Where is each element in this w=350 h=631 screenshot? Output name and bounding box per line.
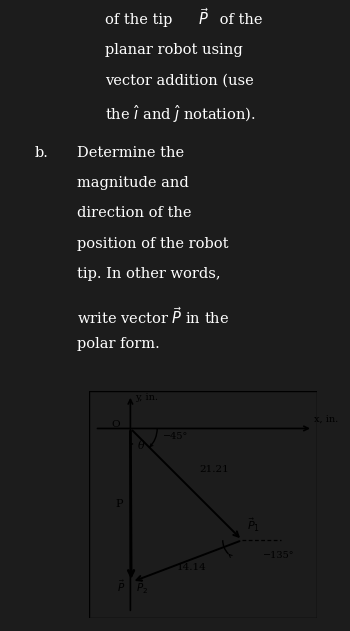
Text: $\vec{P}$: $\vec{P}$ (117, 579, 125, 594)
Text: $\vec{P}_2$: $\vec{P}_2$ (136, 579, 148, 596)
Text: magnitude and: magnitude and (77, 176, 189, 190)
Text: tip. In other words,: tip. In other words, (77, 267, 220, 281)
Text: vector addition (use: vector addition (use (105, 73, 254, 87)
Text: 21.21: 21.21 (199, 464, 229, 474)
Text: the $\hat{\imath}$ and $\hat{\jmath}$ notation).: the $\hat{\imath}$ and $\hat{\jmath}$ no… (105, 103, 256, 126)
Text: of the tip: of the tip (105, 13, 177, 27)
Text: $\vec{P}_1$: $\vec{P}_1$ (246, 517, 260, 534)
Text: planar robot using: planar robot using (105, 43, 243, 57)
Text: −45°: −45° (163, 432, 188, 441)
Text: P: P (116, 498, 123, 509)
Text: polar form.: polar form. (77, 337, 160, 351)
Text: $\vec{P}$: $\vec{P}$ (198, 8, 209, 28)
Text: write vector $\vec{P}$ in the: write vector $\vec{P}$ in the (77, 307, 229, 327)
Text: −135°: −135° (263, 551, 294, 560)
Text: direction of the: direction of the (77, 206, 191, 220)
Text: O: O (111, 420, 120, 429)
Text: position of the robot: position of the robot (77, 237, 229, 251)
Text: b.: b. (35, 146, 49, 160)
Text: θ: θ (138, 440, 145, 451)
Text: of the: of the (215, 13, 263, 27)
Text: Determine the: Determine the (77, 146, 184, 160)
Text: x, in.: x, in. (314, 415, 338, 424)
Text: 14.14: 14.14 (176, 563, 206, 572)
Text: y, in.: y, in. (135, 392, 158, 402)
